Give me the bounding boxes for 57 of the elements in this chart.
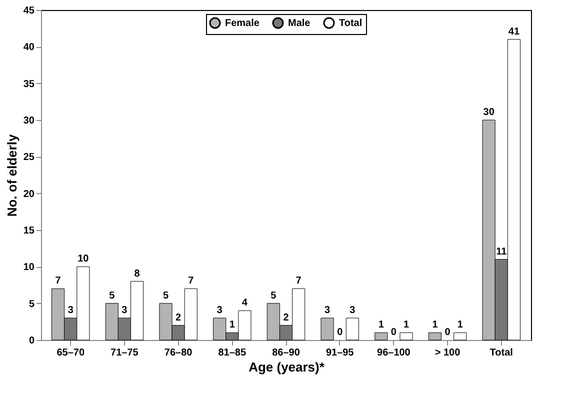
x-tick-label: 86–90 — [272, 348, 300, 358]
x-tick-label: 81–85 — [218, 348, 246, 358]
data-label: 3 — [350, 305, 356, 316]
data-label: 0 — [390, 327, 397, 338]
data-label: 41 — [508, 26, 520, 38]
data-label: 2 — [176, 312, 182, 324]
data-label: 0 — [444, 327, 451, 338]
y-tick-label: 15 — [23, 226, 35, 236]
y-tick-label: 20 — [23, 188, 35, 200]
data-label: 7 — [296, 276, 302, 287]
data-label: 3 — [122, 305, 128, 316]
data-label: 1 — [457, 320, 464, 331]
x-tick-label: 76–80 — [164, 348, 193, 358]
data-label: 1 — [403, 320, 410, 331]
data-label: 5 — [270, 290, 277, 302]
data-label: 30 — [483, 107, 495, 118]
data-label: 1 — [229, 320, 236, 331]
bar — [374, 332, 388, 340]
data-label: 7 — [188, 276, 194, 287]
y-tick-label: 30 — [23, 116, 35, 126]
y-tick-label: 25 — [23, 152, 35, 164]
x-tick-label: Total — [490, 348, 514, 358]
bar — [346, 318, 359, 340]
data-label: 4 — [242, 298, 248, 309]
y-tick-label: 5 — [28, 298, 35, 310]
bar — [428, 332, 442, 340]
data-label: 7 — [55, 276, 62, 287]
data-label: 1 — [432, 320, 438, 331]
y-axis-title: No. of elderly — [4, 134, 20, 217]
x-tick-label: > 100 — [434, 348, 461, 358]
data-label: 10 — [78, 254, 90, 265]
legend-label: Male — [288, 18, 311, 29]
x-tick-label: 71–75 — [110, 348, 139, 358]
x-tick-label: 96–100 — [377, 348, 411, 358]
legend-label: Female — [225, 18, 260, 29]
data-label: 0 — [337, 327, 344, 338]
bar — [454, 332, 467, 340]
data-label: 11 — [496, 246, 508, 258]
bar — [400, 332, 413, 340]
data-label: 1 — [378, 320, 384, 331]
data-label: 3 — [216, 305, 223, 316]
y-tick-label: 0 — [28, 336, 35, 346]
legend-label: Total — [339, 18, 362, 29]
bar — [320, 318, 334, 340]
data-label: 8 — [134, 268, 140, 280]
y-tick-label: 40 — [23, 42, 35, 54]
data-label: 3 — [324, 305, 330, 316]
data-label: 3 — [68, 305, 74, 316]
y-tick-label: 10 — [23, 262, 35, 274]
y-tick-label: 45 — [23, 6, 35, 16]
data-label: 5 — [162, 290, 169, 302]
data-label: 2 — [283, 312, 290, 324]
y-tick-label: 35 — [23, 78, 35, 90]
data-label: 5 — [109, 290, 116, 302]
x-tick-label: 91–95 — [326, 348, 354, 358]
x-axis-title: Age (years)* — [248, 360, 326, 374]
x-tick-label: 65–70 — [56, 348, 85, 358]
